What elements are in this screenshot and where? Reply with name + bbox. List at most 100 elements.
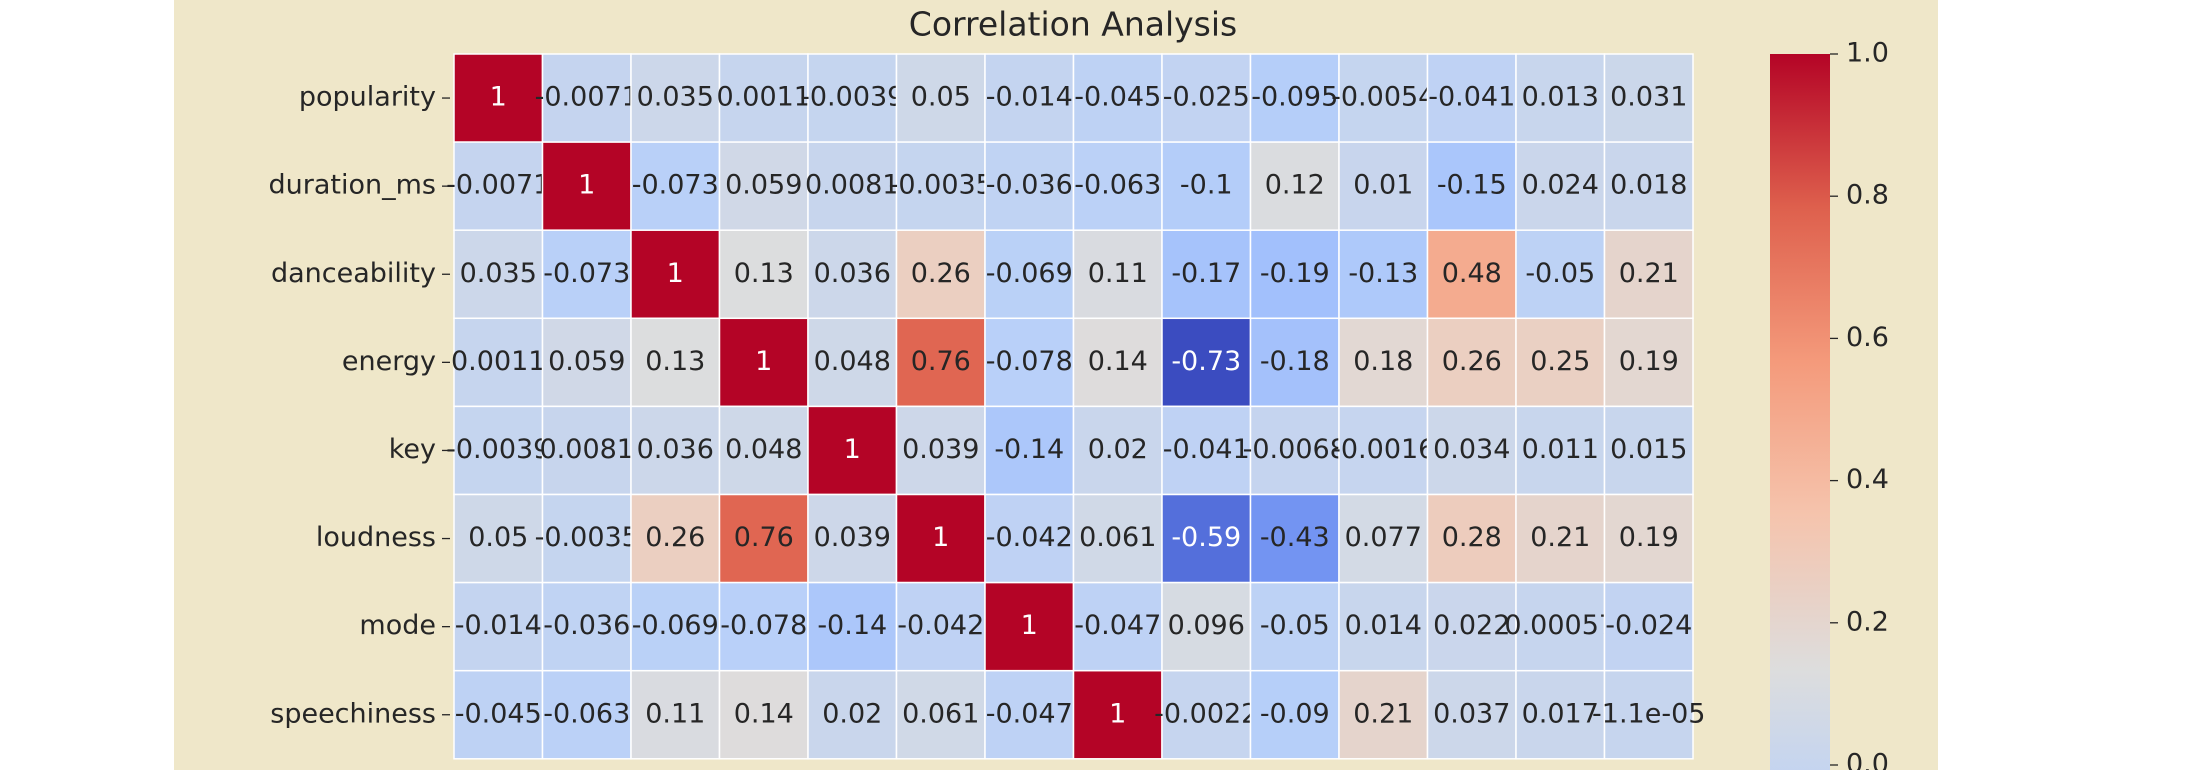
cell-annotation: 0.0011 bbox=[717, 82, 811, 113]
cell-annotation: -0.014 bbox=[986, 82, 1073, 113]
heatmap-cell bbox=[1338, 141, 1429, 231]
cell-annotation: 0.13 bbox=[734, 258, 794, 289]
heatmap-cell bbox=[1072, 229, 1163, 320]
cell-annotation: 0.034 bbox=[1433, 434, 1510, 465]
cell-annotation: 0.19 bbox=[1619, 346, 1679, 377]
y-tick-label: popularity bbox=[299, 82, 436, 113]
cell-annotation: -0.14 bbox=[817, 610, 887, 641]
chart-title: Correlation Analysis bbox=[909, 5, 1237, 44]
cell-annotation: 1 bbox=[1109, 698, 1126, 729]
cell-annotation: 0.0081 bbox=[540, 434, 634, 465]
cell-annotation: -0.063 bbox=[543, 698, 630, 729]
heatmap-cell bbox=[541, 141, 632, 231]
cell-annotation: 0.017 bbox=[1522, 698, 1599, 729]
cell-annotation: 0.035 bbox=[637, 82, 714, 113]
cell-annotation: 0.26 bbox=[645, 522, 705, 553]
cell-annotation: 0.061 bbox=[1079, 522, 1156, 553]
cell-annotation: 0.21 bbox=[1353, 698, 1413, 729]
heatmap-cell bbox=[541, 405, 632, 496]
cell-annotation: 0.26 bbox=[911, 258, 971, 289]
cell-annotation: -0.0039 bbox=[800, 82, 904, 113]
cell-annotation: 0.036 bbox=[814, 258, 891, 289]
cell-annotation: -0.041 bbox=[1428, 82, 1515, 113]
cell-annotation: -0.042 bbox=[986, 522, 1073, 553]
cell-annotation: 0.077 bbox=[1345, 522, 1422, 553]
cell-annotation: -0.069 bbox=[986, 258, 1073, 289]
cell-annotation: 0.01 bbox=[1353, 170, 1413, 201]
cell-annotation: -0.078 bbox=[720, 610, 807, 641]
heatmap-cell bbox=[1249, 581, 1340, 672]
heatmap-cell bbox=[541, 669, 632, 760]
cell-annotation: -0.095 bbox=[1251, 82, 1338, 113]
cell-annotation: -0.036 bbox=[986, 170, 1073, 201]
heatmap-cell bbox=[1249, 493, 1340, 584]
heatmap-cell bbox=[1426, 53, 1517, 143]
heatmap-cell bbox=[1338, 317, 1429, 408]
heatmap-cell bbox=[1603, 405, 1694, 496]
cell-annotation: -0.0016 bbox=[1331, 434, 1435, 465]
heatmap-cell bbox=[630, 493, 721, 584]
cell-annotation: 0.061 bbox=[902, 698, 979, 729]
cell-annotation: -0.0071 bbox=[535, 82, 639, 113]
cell-annotation: 0.13 bbox=[645, 346, 705, 377]
cell-annotation: 1 bbox=[578, 170, 595, 201]
heatmap-cell bbox=[630, 53, 721, 143]
cell-annotation: 0.12 bbox=[1265, 170, 1325, 201]
heatmap-cell bbox=[453, 317, 544, 408]
cell-annotation: 0.21 bbox=[1619, 258, 1679, 289]
y-tick-label: mode bbox=[359, 610, 436, 641]
cell-annotation: 0.05 bbox=[911, 82, 971, 113]
cell-annotation: -0.18 bbox=[1260, 346, 1330, 377]
heatmap-cell bbox=[453, 581, 544, 672]
cell-annotation: 0.02 bbox=[1088, 434, 1148, 465]
cell-annotation: 0.0011 bbox=[451, 346, 545, 377]
cell-annotation: 0.21 bbox=[1530, 522, 1590, 553]
heatmap-cell bbox=[718, 53, 809, 143]
heatmap-cell bbox=[1603, 53, 1694, 143]
cell-annotation: -0.069 bbox=[632, 610, 719, 641]
cell-annotation: -0.09 bbox=[1260, 698, 1330, 729]
cell-annotation: 0.059 bbox=[548, 346, 625, 377]
heatmap-cell bbox=[895, 405, 986, 496]
cell-annotation: 1 bbox=[755, 346, 772, 377]
cell-annotation: 0.024 bbox=[1522, 170, 1599, 201]
cell-annotation: 1 bbox=[667, 258, 684, 289]
heatmap-cell bbox=[1338, 405, 1429, 496]
heatmap-cell bbox=[1515, 669, 1606, 760]
cell-annotation: 0.11 bbox=[1088, 258, 1148, 289]
cell-annotation: 0.014 bbox=[1345, 610, 1422, 641]
cell-annotation: -0.05 bbox=[1525, 258, 1595, 289]
y-tick-label: danceability bbox=[271, 258, 436, 289]
heatmap-cell bbox=[630, 317, 721, 408]
cell-annotation: -0.0054 bbox=[1331, 82, 1435, 113]
y-tick-label: energy bbox=[342, 346, 436, 377]
cell-annotation: -0.59 bbox=[1171, 522, 1241, 553]
cell-annotation: -0.047 bbox=[986, 698, 1073, 729]
heatmap-cell bbox=[807, 53, 898, 143]
heatmap-cell bbox=[895, 493, 986, 584]
colorbar-tick-label: 0.2 bbox=[1846, 606, 1889, 637]
heatmap-cell bbox=[1072, 141, 1163, 231]
cell-annotation: 1 bbox=[490, 82, 507, 113]
cell-annotation: -0.05 bbox=[1260, 610, 1330, 641]
y-tick-label: duration_ms bbox=[269, 170, 436, 201]
heatmap-cell bbox=[1426, 493, 1517, 584]
cell-annotation: -0.078 bbox=[986, 346, 1073, 377]
heatmap-cell bbox=[984, 581, 1075, 672]
colorbar-tick-label: 0.4 bbox=[1846, 464, 1889, 495]
heatmap-cell bbox=[984, 493, 1075, 584]
cell-annotation: -0.042 bbox=[897, 610, 984, 641]
cell-annotation: 0.28 bbox=[1442, 522, 1502, 553]
cell-annotation: 0.18 bbox=[1353, 346, 1413, 377]
heatmap-cell bbox=[807, 317, 898, 408]
heatmap-cell bbox=[718, 669, 809, 760]
cell-annotation: -0.13 bbox=[1348, 258, 1418, 289]
cell-annotation: -0.045 bbox=[1074, 82, 1161, 113]
heatmap-cell bbox=[718, 581, 809, 672]
cell-annotation: 0.059 bbox=[725, 170, 802, 201]
heatmap-cell bbox=[1338, 581, 1429, 672]
cell-annotation: -0.063 bbox=[1074, 170, 1161, 201]
cell-annotation: 0.11 bbox=[645, 698, 705, 729]
